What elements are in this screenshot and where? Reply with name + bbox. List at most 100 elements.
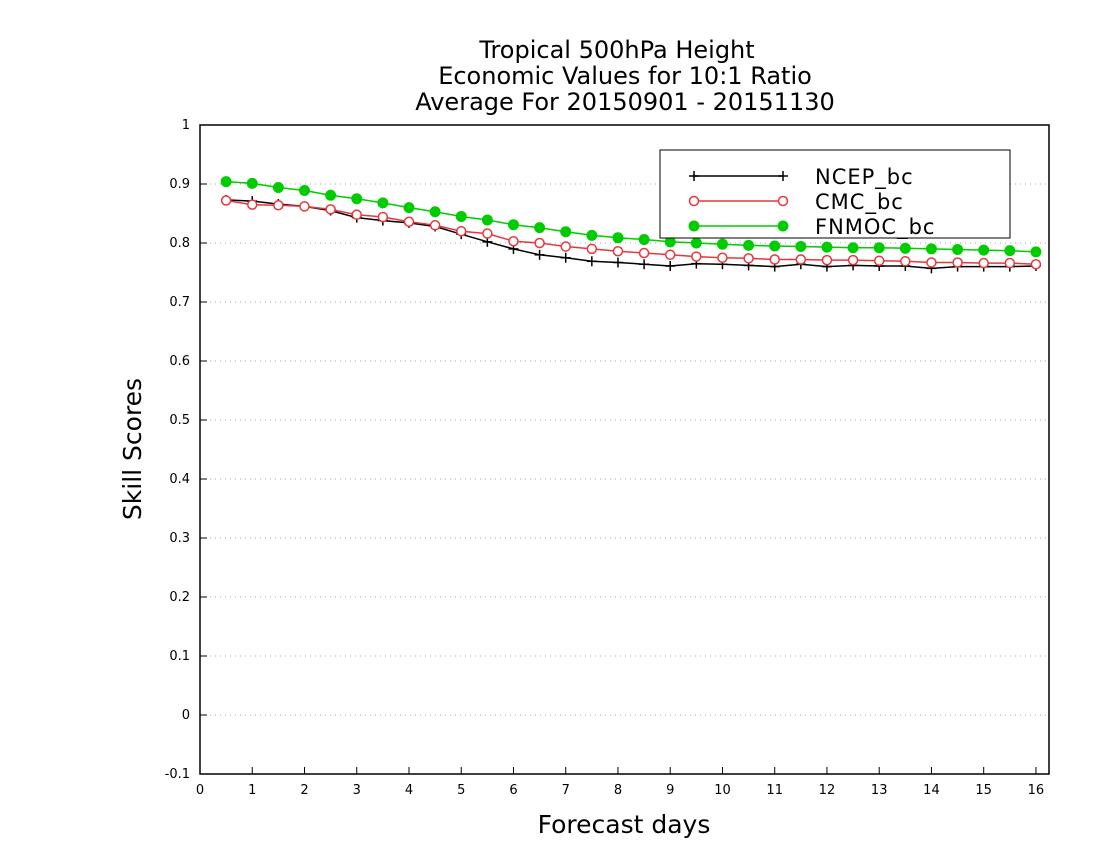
legend-item: FNMOC_bc bbox=[688, 215, 935, 240]
data-point bbox=[298, 184, 310, 196]
data-point bbox=[482, 228, 493, 239]
x-tick-label: 3 bbox=[353, 783, 361, 798]
x-tick-label: 10 bbox=[714, 783, 731, 798]
data-point bbox=[690, 237, 702, 249]
x-tick-label: 13 bbox=[871, 783, 888, 798]
series-cmc-bc bbox=[220, 195, 1042, 270]
x-tick-label: 2 bbox=[300, 783, 308, 798]
data-point bbox=[351, 209, 362, 220]
data-point bbox=[246, 177, 258, 189]
data-point bbox=[534, 249, 545, 260]
axis-ticks: -0.100.10.20.30.40.50.60.70.80.910 1 2 3 4 5 6… bbox=[165, 118, 1045, 798]
data-point bbox=[299, 201, 310, 212]
x-tick-label: 15 bbox=[975, 783, 992, 798]
data-point bbox=[1004, 257, 1016, 269]
data-point bbox=[429, 206, 441, 218]
data-point bbox=[717, 252, 728, 263]
data-point bbox=[560, 241, 571, 252]
data-point bbox=[638, 233, 650, 245]
data-point bbox=[691, 251, 702, 262]
data-point bbox=[481, 214, 493, 226]
data-point bbox=[899, 242, 911, 254]
data-point bbox=[688, 220, 700, 232]
data-point bbox=[716, 238, 728, 250]
data-point bbox=[1030, 246, 1042, 258]
data-point bbox=[952, 257, 963, 268]
chart-title: Tropical 500hPa Height Economic Values f… bbox=[415, 36, 835, 116]
series-group bbox=[220, 176, 1042, 274]
x-tick-label: 0 bbox=[196, 783, 204, 798]
data-point bbox=[1030, 258, 1042, 270]
title-line-1: Tropical 500hPa Height bbox=[478, 36, 754, 64]
y-tick-label: 1 bbox=[182, 118, 190, 133]
data-point bbox=[689, 171, 699, 181]
data-point bbox=[795, 241, 807, 253]
y-tick-label: 0.1 bbox=[169, 649, 190, 664]
data-point bbox=[638, 247, 650, 259]
title-line-3: Average For 20150901 - 20151130 bbox=[415, 88, 835, 116]
data-point bbox=[586, 256, 597, 267]
data-point bbox=[769, 240, 781, 252]
data-point bbox=[1004, 245, 1016, 257]
data-point bbox=[795, 254, 807, 265]
data-point bbox=[560, 226, 572, 238]
x-tick-label: 12 bbox=[819, 783, 836, 798]
data-point bbox=[220, 176, 232, 188]
data-point bbox=[246, 199, 258, 210]
data-point bbox=[273, 199, 284, 211]
y-tick-label: -0.1 bbox=[165, 767, 190, 782]
data-point bbox=[664, 249, 676, 261]
y-tick-label: 0.3 bbox=[169, 531, 190, 546]
y-tick-label: 0.6 bbox=[169, 354, 190, 369]
data-point bbox=[272, 182, 284, 194]
data-point bbox=[769, 254, 780, 265]
data-point bbox=[777, 195, 789, 207]
x-tick-label: 5 bbox=[457, 783, 465, 798]
data-point bbox=[586, 229, 598, 241]
data-point bbox=[978, 244, 990, 256]
data-point bbox=[403, 202, 415, 214]
y-tick-label: 0.4 bbox=[169, 472, 190, 487]
data-point bbox=[325, 189, 337, 201]
data-point bbox=[778, 171, 788, 181]
y-axis-label: Skill Scores bbox=[118, 378, 147, 520]
data-point bbox=[220, 195, 232, 206]
legend-item: NCEP_bc bbox=[689, 165, 913, 190]
data-point bbox=[612, 246, 624, 257]
data-point bbox=[688, 195, 700, 207]
data-point bbox=[639, 259, 650, 270]
data-point bbox=[873, 255, 885, 266]
data-point bbox=[351, 193, 363, 205]
y-tick-label: 0.5 bbox=[169, 413, 190, 428]
x-tick-label: 6 bbox=[509, 783, 517, 798]
x-tick-label: 11 bbox=[766, 783, 783, 798]
x-tick-label: 9 bbox=[666, 783, 674, 798]
data-point bbox=[586, 243, 598, 255]
data-point bbox=[534, 237, 545, 249]
y-tick-label: 0.8 bbox=[169, 236, 190, 251]
data-point bbox=[507, 219, 519, 231]
x-axis-label: Forecast days bbox=[538, 810, 711, 839]
legend-label: CMC_bc bbox=[815, 190, 904, 215]
data-point bbox=[534, 222, 546, 234]
data-point bbox=[377, 197, 389, 209]
data-point bbox=[665, 261, 676, 272]
y-tick-label: 0 bbox=[182, 708, 190, 723]
legend-item: CMC_bc bbox=[688, 190, 904, 215]
x-tick-label: 14 bbox=[923, 783, 940, 798]
data-point bbox=[900, 256, 911, 267]
data-point bbox=[612, 257, 623, 268]
legend-label: FNMOC_bc bbox=[815, 215, 935, 240]
data-point bbox=[743, 239, 755, 251]
data-point bbox=[821, 241, 833, 253]
data-point bbox=[847, 254, 859, 266]
data-point bbox=[821, 254, 833, 266]
data-point bbox=[978, 257, 989, 269]
data-point bbox=[377, 211, 389, 223]
series-fnmoc-bc bbox=[220, 176, 1042, 258]
data-point bbox=[455, 210, 467, 222]
data-point bbox=[777, 220, 789, 232]
y-tick-label: 0.7 bbox=[169, 295, 190, 310]
